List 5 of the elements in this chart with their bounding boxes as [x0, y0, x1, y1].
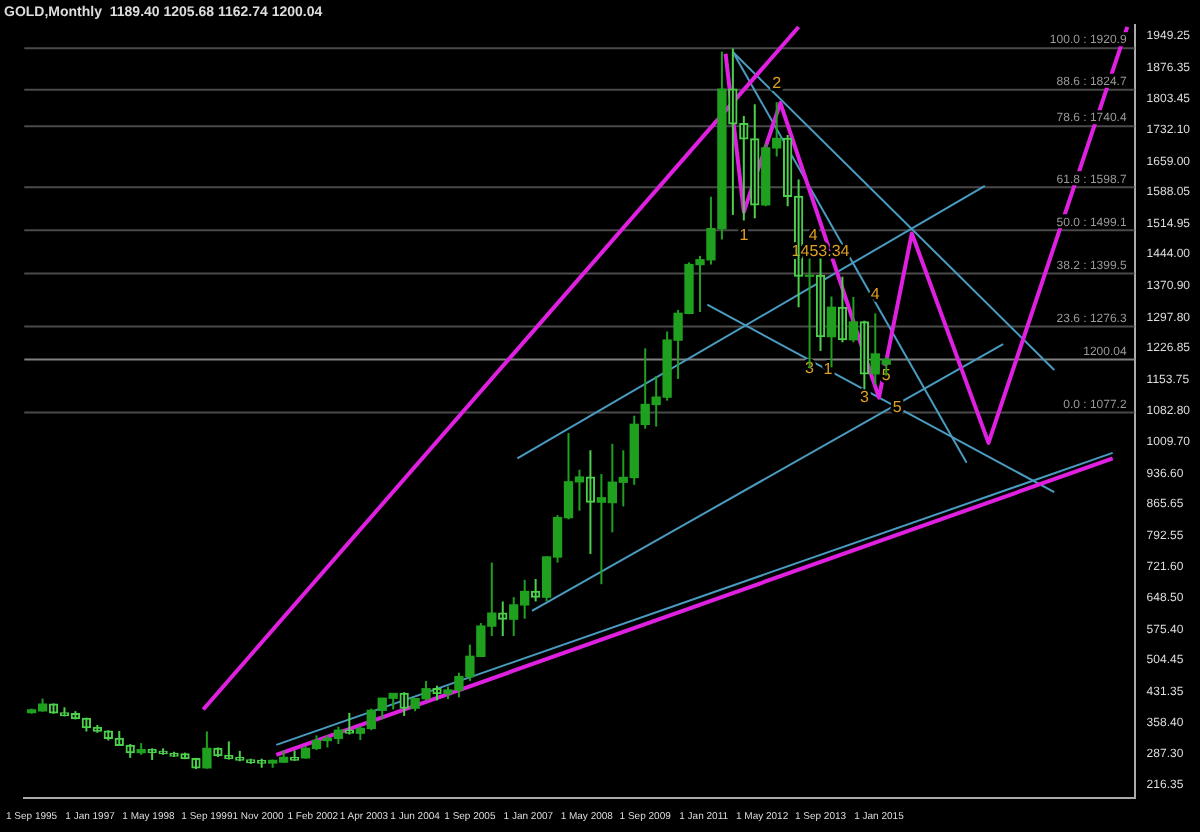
annotation: 2	[772, 73, 783, 92]
annotation: 1	[739, 226, 750, 244]
annotation: 4	[808, 226, 819, 244]
annotation: 4	[870, 285, 881, 304]
annotation: 3	[859, 387, 870, 406]
